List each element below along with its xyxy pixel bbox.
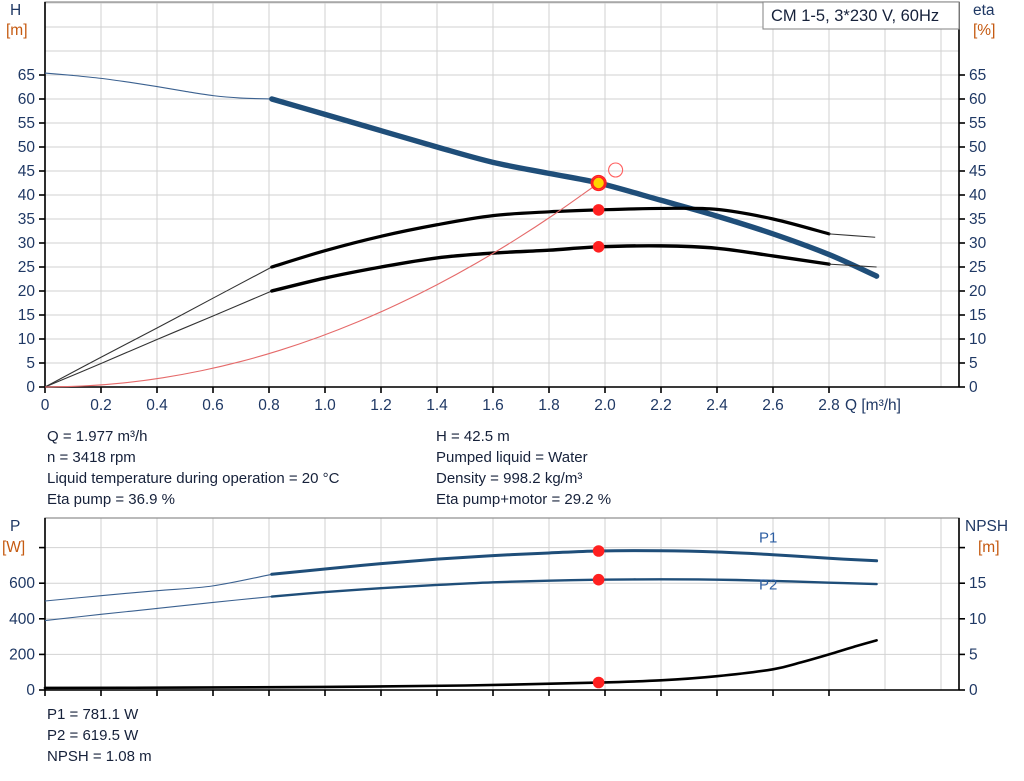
svg-text:55: 55 [969,115,986,132]
svg-text:15: 15 [18,307,35,324]
svg-text:30: 30 [969,235,987,252]
svg-text:0: 0 [26,379,35,396]
svg-text:55: 55 [18,115,35,132]
svg-text:1.0: 1.0 [314,397,336,414]
svg-text:65: 65 [18,67,35,84]
svg-text:[m]: [m] [978,539,1000,556]
svg-text:15: 15 [969,307,986,324]
svg-text:45: 45 [969,163,986,180]
svg-text:[m]: [m] [6,22,28,39]
svg-text:400: 400 [9,611,35,628]
svg-text:35: 35 [18,211,35,228]
svg-text:1.6: 1.6 [482,397,504,414]
svg-text:20: 20 [969,283,987,300]
svg-text:50: 50 [969,139,987,156]
svg-text:2.4: 2.4 [706,397,728,414]
svg-text:40: 40 [969,187,987,204]
svg-text:0: 0 [41,397,50,414]
svg-text:0.8: 0.8 [258,397,280,414]
svg-text:0: 0 [969,379,978,396]
svg-text:2.0: 2.0 [594,397,616,414]
svg-text:5: 5 [969,646,978,663]
svg-text:CM 1-5, 3*230 V, 60Hz: CM 1-5, 3*230 V, 60Hz [771,7,939,25]
svg-text:40: 40 [18,187,36,204]
svg-text:10: 10 [18,331,36,348]
svg-text:NPSH: NPSH [965,518,1008,535]
svg-text:5: 5 [26,355,35,372]
svg-text:65: 65 [969,67,986,84]
svg-text:10: 10 [969,331,987,348]
svg-text:60: 60 [18,91,36,108]
svg-text:[%]: [%] [973,22,995,39]
svg-text:25: 25 [969,259,986,276]
svg-text:eta: eta [973,2,995,19]
svg-text:45: 45 [18,163,35,180]
svg-text:600: 600 [9,575,35,592]
svg-text:0: 0 [969,682,978,699]
svg-text:2.8: 2.8 [818,397,840,414]
svg-text:60: 60 [969,91,987,108]
svg-text:P: P [10,518,20,535]
svg-text:P2: P2 [759,576,777,593]
svg-text:1.2: 1.2 [370,397,392,414]
svg-text:1.8: 1.8 [538,397,560,414]
svg-text:200: 200 [9,646,35,663]
svg-text:20: 20 [18,283,36,300]
svg-text:1.4: 1.4 [426,397,448,414]
svg-text:0.4: 0.4 [146,397,168,414]
svg-text:0.2: 0.2 [90,397,112,414]
svg-text:35: 35 [969,211,986,228]
svg-text:50: 50 [18,139,36,156]
svg-text:25: 25 [18,259,35,276]
svg-text:2.2: 2.2 [650,397,672,414]
svg-text:15: 15 [969,575,986,592]
svg-text:0: 0 [26,682,35,699]
svg-text:H: H [10,2,21,19]
svg-text:5: 5 [969,355,978,372]
svg-text:[W]: [W] [2,539,25,556]
svg-text:30: 30 [18,235,36,252]
svg-text:10: 10 [969,611,987,628]
svg-text:2.6: 2.6 [762,397,784,414]
svg-text:P1: P1 [759,530,777,547]
svg-text:Q [m³/h]: Q [m³/h] [845,397,901,414]
svg-text:0.6: 0.6 [202,397,224,414]
